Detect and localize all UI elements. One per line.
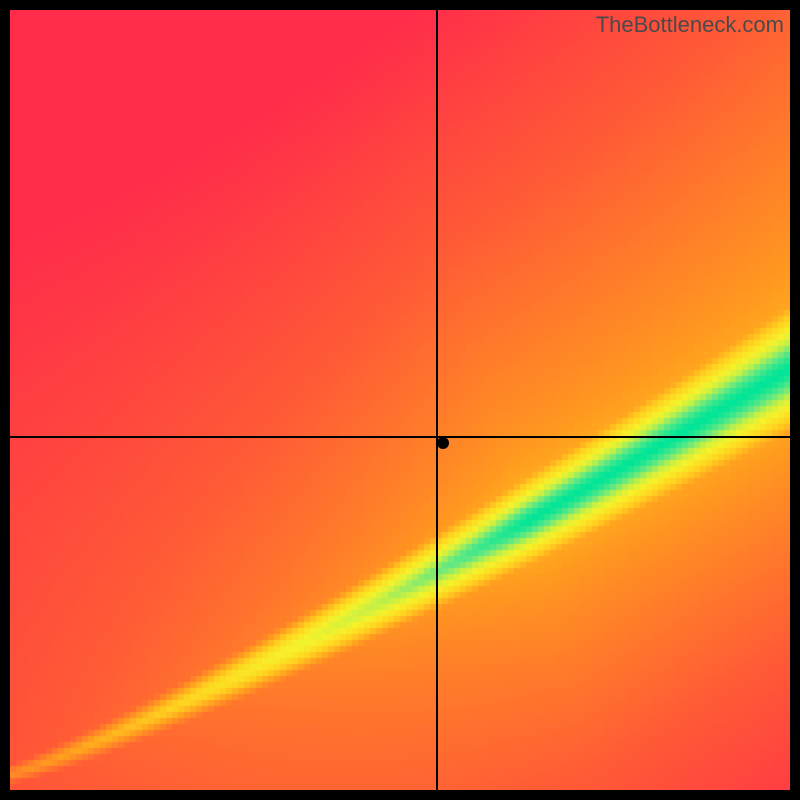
attribution-text: TheBottleneck.com (596, 12, 784, 38)
chart-container: TheBottleneck.com (0, 0, 800, 800)
heatmap-canvas (10, 10, 790, 790)
